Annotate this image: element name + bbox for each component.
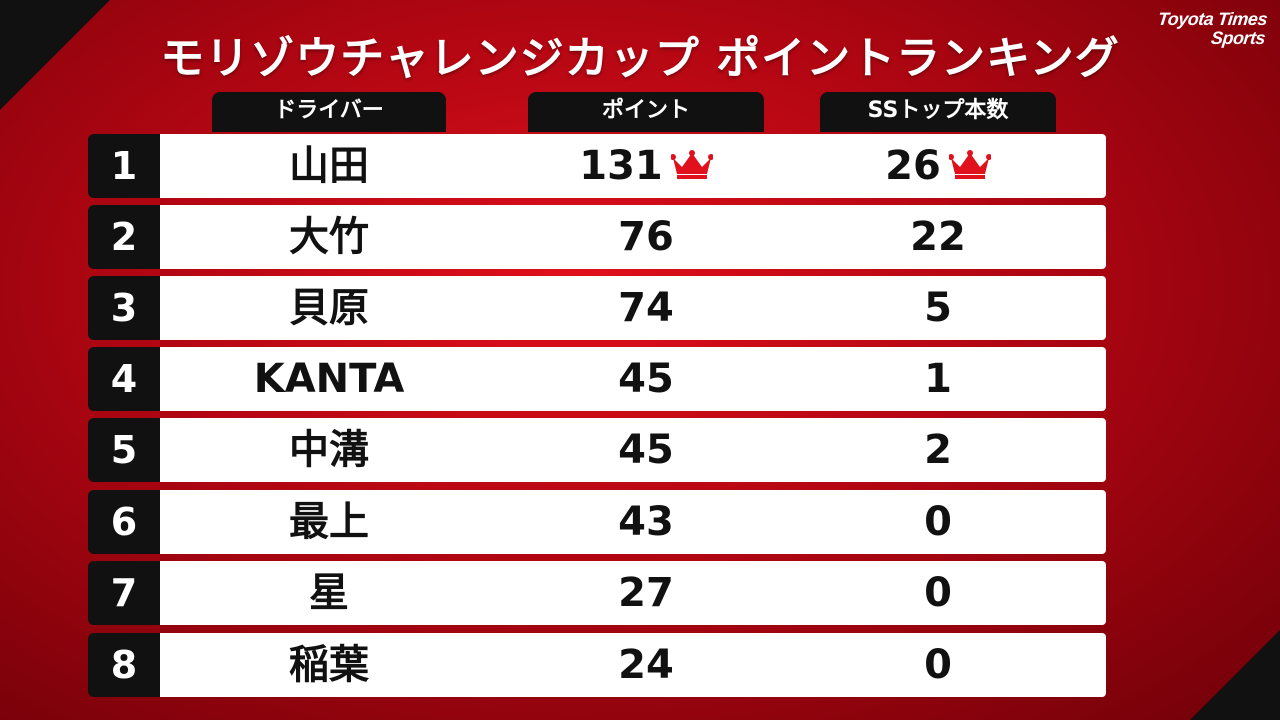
- points-value: 131: [579, 143, 663, 189]
- row-background: [160, 633, 1106, 697]
- table-row: 2 大竹 76 22: [88, 205, 1106, 269]
- points-value: 24: [618, 642, 674, 688]
- ss-top-value: 2: [924, 427, 952, 473]
- corner-decoration-bottom-right: [1190, 630, 1280, 720]
- column-header-ss-top: SSトップ本数: [820, 92, 1056, 132]
- toyota-times-sports-logo: Toyota Times Sports: [1155, 9, 1269, 48]
- corner-decoration-top-left: [0, 0, 110, 110]
- points-value: 43: [618, 499, 674, 545]
- points-value: 76: [618, 214, 674, 260]
- column-header-points: ポイント: [528, 92, 764, 132]
- rank-badge: 5: [88, 418, 160, 482]
- driver-name: 最上: [289, 499, 369, 545]
- rank-badge: 1: [88, 134, 160, 198]
- driver-name: 中溝: [289, 427, 369, 473]
- driver-name: 星: [309, 570, 349, 616]
- driver-name: 稲葉: [289, 642, 369, 688]
- rank-badge: 6: [88, 490, 160, 554]
- row-background: [160, 418, 1106, 482]
- row-background: [160, 205, 1106, 269]
- row-background: [160, 561, 1106, 625]
- table-row: 1 山田 131 26: [88, 134, 1106, 198]
- driver-name: KANTA: [253, 356, 405, 402]
- row-background: [160, 276, 1106, 340]
- crown-icon: [670, 150, 713, 179]
- table-row: 3 貝原 74 5: [88, 276, 1106, 340]
- column-header-driver: ドライバー: [212, 92, 446, 132]
- row-background: [160, 134, 1106, 198]
- table-row: 7 星 27 0: [88, 561, 1106, 625]
- driver-name: 貝原: [289, 285, 369, 331]
- row-background: [160, 347, 1106, 411]
- ss-top-value: 26: [885, 143, 941, 189]
- ss-top-value: 1: [924, 356, 952, 402]
- points-value: 27: [618, 570, 674, 616]
- table-row: 5 中溝 45 2: [88, 418, 1106, 482]
- ss-top-value: 0: [924, 570, 952, 616]
- points-cell: 131: [528, 134, 764, 198]
- points-value: 45: [618, 356, 674, 402]
- crown-icon: [948, 150, 991, 179]
- logo-line-2: Sports: [1209, 28, 1267, 48]
- rank-badge: 8: [88, 633, 160, 697]
- rank-badge: 7: [88, 561, 160, 625]
- driver-name: 大竹: [289, 214, 369, 260]
- page-title: モリゾウチャレンジカップ ポイントランキング: [160, 33, 1120, 84]
- driver-name: 山田: [289, 143, 369, 189]
- rank-badge: 3: [88, 276, 160, 340]
- row-background: [160, 490, 1106, 554]
- table-row: 6 最上 43 0: [88, 490, 1106, 554]
- ss-top-value: 22: [910, 214, 966, 260]
- logo-line-1: Toyota Times: [1156, 9, 1269, 29]
- ss-top-cell: 26: [820, 134, 1056, 198]
- ss-top-value: 5: [924, 285, 952, 331]
- points-value: 74: [618, 285, 674, 331]
- ss-top-value: 0: [924, 499, 952, 545]
- table-row: 8 稲葉 24 0: [88, 633, 1106, 697]
- points-value: 45: [618, 427, 674, 473]
- ss-top-value: 0: [924, 642, 952, 688]
- rank-badge: 2: [88, 205, 160, 269]
- rank-badge: 4: [88, 347, 160, 411]
- table-row: 4 KANTA 45 1: [88, 347, 1106, 411]
